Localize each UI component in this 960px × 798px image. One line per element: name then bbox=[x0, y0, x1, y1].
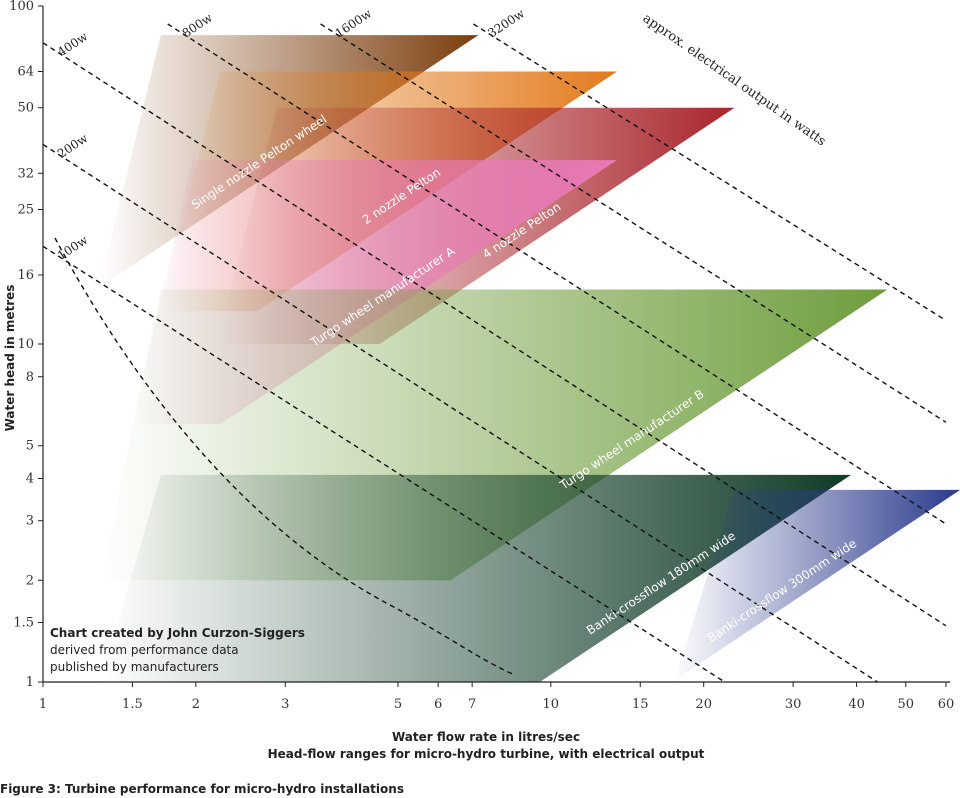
x-tick-label: 1 bbox=[39, 697, 47, 712]
credit-line-3: published by manufacturers bbox=[50, 660, 219, 674]
turbine-bands bbox=[100, 35, 960, 682]
y-tick-label: 1 bbox=[26, 675, 34, 690]
y-tick-label: 16 bbox=[17, 268, 34, 283]
x-tick-label: 15 bbox=[632, 697, 649, 712]
y-tick-label: 3 bbox=[26, 514, 34, 529]
x-tick-label: 40 bbox=[848, 697, 865, 712]
figure-caption: Figure 3: Turbine performance for micro-… bbox=[0, 782, 404, 796]
lower-boundary-curve bbox=[54, 237, 516, 676]
y-tick-label: 100 bbox=[9, 0, 34, 14]
x-axis-label: Water flow rate in litres/sec bbox=[392, 730, 580, 744]
power-line-1600w bbox=[320, 23, 947, 423]
credit-line-2: derived from performance data bbox=[50, 643, 239, 657]
y-tick-label: 25 bbox=[17, 203, 34, 218]
x-tick-label: 30 bbox=[785, 697, 802, 712]
credit-line-1: Chart created by John Curzon-Siggers bbox=[50, 626, 305, 640]
x-tick-label: 7 bbox=[468, 697, 476, 712]
y-tick-label: 5 bbox=[26, 439, 34, 454]
y-tick-label: 1.5 bbox=[13, 616, 34, 631]
band-banki-crossflow-180mm-wide bbox=[100, 474, 851, 682]
y-tick-label: 64 bbox=[17, 65, 34, 80]
x-tick-label: 1.5 bbox=[122, 697, 143, 712]
power-line-400w bbox=[42, 42, 947, 627]
x-tick-label: 3 bbox=[281, 697, 289, 712]
y-tick-label: 10 bbox=[17, 337, 34, 352]
x-tick-label: 60 bbox=[938, 697, 955, 712]
x-tick-label: 20 bbox=[695, 697, 712, 712]
band-banki-crossflow-300mm-wide bbox=[671, 489, 960, 682]
x-tick-label: 5 bbox=[394, 697, 402, 712]
power-label-400w: 400w bbox=[55, 29, 91, 59]
x-tick-label: 2 bbox=[192, 697, 200, 712]
x-tick-label: 10 bbox=[543, 697, 560, 712]
power-line-200w bbox=[42, 143, 878, 683]
y-tick-label: 32 bbox=[17, 166, 34, 181]
y-tick-label: 2 bbox=[26, 573, 34, 588]
y-tick-label: 8 bbox=[26, 370, 34, 385]
axes: 1 1.5 2 3 5 6 7 10 15 20 30 40 50 60 1 1.5 2 3 4 5 8 10 16 25 32… bbox=[9, 0, 954, 712]
power-line-800w bbox=[167, 23, 947, 525]
y-tick-label: 50 bbox=[17, 101, 34, 116]
power-line-3200w bbox=[473, 23, 947, 322]
power-label-200w: 200w bbox=[55, 131, 91, 161]
power-label-3200w: 3200w bbox=[485, 6, 527, 41]
chart-title: Head-flow ranges for micro-hydro turbine… bbox=[268, 747, 705, 761]
y-tick-label: 4 bbox=[26, 472, 34, 487]
x-tick-label: 50 bbox=[898, 697, 915, 712]
y-axis-label: Water head in metres bbox=[3, 285, 17, 432]
x-tick-label: 6 bbox=[434, 697, 442, 712]
